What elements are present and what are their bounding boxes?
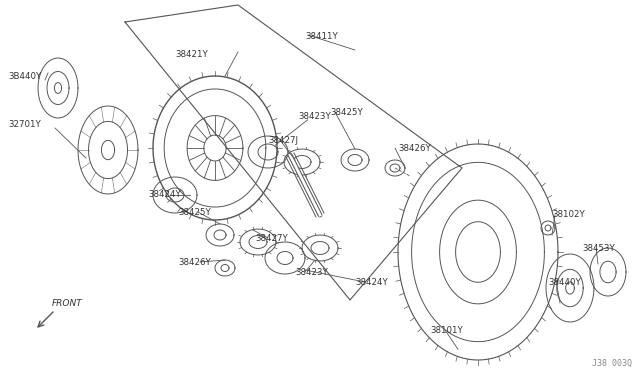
Text: 32701Y: 32701Y (8, 120, 41, 129)
Text: 38425Y: 38425Y (330, 108, 363, 117)
Text: 38423Y: 38423Y (295, 268, 328, 277)
Text: 38101Y: 38101Y (430, 326, 463, 335)
Text: 38425Y: 38425Y (178, 208, 211, 217)
Text: 38426Y: 38426Y (398, 144, 431, 153)
Text: 38426Y: 38426Y (178, 258, 211, 267)
Text: 38423Y: 38423Y (298, 112, 331, 121)
Text: 38421Y: 38421Y (175, 50, 208, 59)
Text: 38424Y: 38424Y (148, 190, 180, 199)
Text: 38440Y: 38440Y (548, 278, 580, 287)
Text: J38 003Q: J38 003Q (592, 359, 632, 368)
Text: 38427Y: 38427Y (255, 234, 288, 243)
Text: 3B440Y: 3B440Y (8, 72, 41, 81)
Text: 38411Y: 38411Y (305, 32, 338, 41)
Text: 38453Y: 38453Y (582, 244, 615, 253)
Text: 38102Y: 38102Y (552, 210, 585, 219)
Text: FRONT: FRONT (52, 299, 83, 308)
Text: 38424Y: 38424Y (355, 278, 388, 287)
Text: 38427J: 38427J (268, 136, 298, 145)
